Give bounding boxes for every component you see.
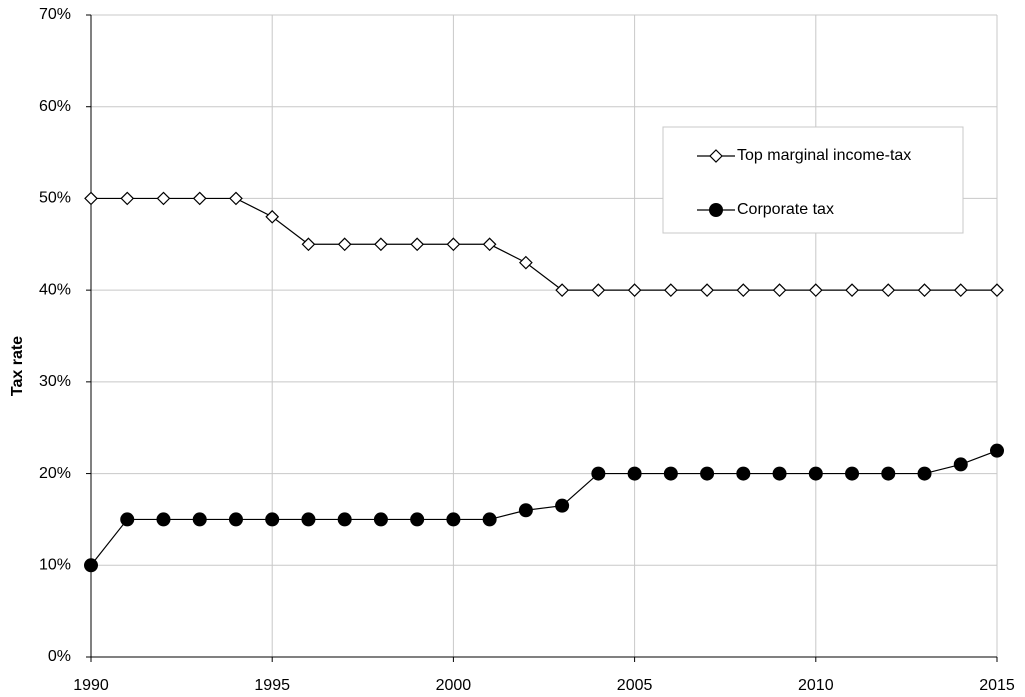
marker bbox=[374, 237, 388, 252]
marker bbox=[373, 512, 388, 527]
marker bbox=[301, 237, 316, 252]
marker bbox=[228, 512, 243, 527]
marker bbox=[192, 191, 207, 206]
marker bbox=[845, 466, 860, 481]
marker bbox=[156, 512, 171, 527]
marker bbox=[772, 466, 787, 481]
x-tick-label: 2010 bbox=[798, 677, 834, 694]
marker bbox=[591, 466, 606, 481]
marker bbox=[627, 283, 642, 297]
marker bbox=[700, 283, 714, 297]
marker bbox=[990, 283, 1004, 297]
series-line bbox=[90, 450, 998, 566]
marker bbox=[953, 283, 968, 297]
marker bbox=[120, 512, 135, 527]
marker bbox=[917, 466, 932, 481]
marker bbox=[410, 237, 425, 252]
y-tick-label: 10% bbox=[39, 557, 71, 574]
y-tick-label: 60% bbox=[39, 98, 71, 115]
legend-label: Top marginal income-tax bbox=[737, 147, 911, 164]
marker bbox=[808, 283, 823, 297]
x-tick-label: 1990 bbox=[73, 677, 109, 694]
marker bbox=[591, 283, 606, 297]
marker bbox=[700, 466, 715, 481]
x-tick-label: 1995 bbox=[254, 677, 290, 694]
marker bbox=[736, 283, 751, 297]
marker bbox=[555, 283, 569, 297]
marker bbox=[627, 466, 642, 481]
marker bbox=[84, 558, 98, 573]
marker bbox=[990, 443, 1004, 458]
marker bbox=[482, 512, 497, 527]
y-tick-label: 20% bbox=[39, 465, 71, 482]
marker bbox=[953, 457, 968, 472]
marker bbox=[229, 191, 243, 206]
legend-marker bbox=[709, 149, 723, 163]
marker bbox=[518, 503, 533, 518]
y-axis-label: Tax rate bbox=[9, 336, 26, 396]
marker bbox=[446, 512, 461, 527]
marker bbox=[265, 512, 280, 527]
y-tick-label: 70% bbox=[39, 6, 71, 23]
marker bbox=[410, 512, 425, 527]
marker bbox=[120, 191, 135, 206]
y-tick-label: 30% bbox=[39, 373, 71, 390]
x-tick-label: 2015 bbox=[979, 677, 1015, 694]
marker bbox=[192, 512, 207, 527]
marker bbox=[663, 283, 678, 297]
marker bbox=[917, 283, 932, 297]
marker bbox=[663, 466, 678, 481]
marker bbox=[156, 191, 171, 206]
y-tick-label: 0% bbox=[48, 648, 71, 665]
marker bbox=[482, 237, 497, 252]
marker bbox=[772, 283, 787, 297]
legend-marker bbox=[709, 203, 723, 217]
marker bbox=[881, 283, 896, 297]
y-tick-label: 50% bbox=[39, 190, 71, 207]
marker bbox=[337, 237, 352, 252]
x-tick-label: 2005 bbox=[617, 677, 653, 694]
marker bbox=[446, 237, 461, 252]
marker bbox=[555, 498, 570, 513]
x-tick-label: 2000 bbox=[436, 677, 472, 694]
marker bbox=[84, 191, 98, 206]
marker bbox=[736, 466, 751, 481]
y-tick-label: 40% bbox=[39, 281, 71, 298]
marker bbox=[519, 255, 533, 270]
marker bbox=[337, 512, 352, 527]
marker bbox=[808, 466, 823, 481]
marker bbox=[845, 283, 859, 297]
legend-label: Corporate tax bbox=[737, 201, 834, 218]
marker bbox=[265, 209, 280, 224]
marker bbox=[301, 512, 316, 527]
marker bbox=[881, 466, 896, 481]
